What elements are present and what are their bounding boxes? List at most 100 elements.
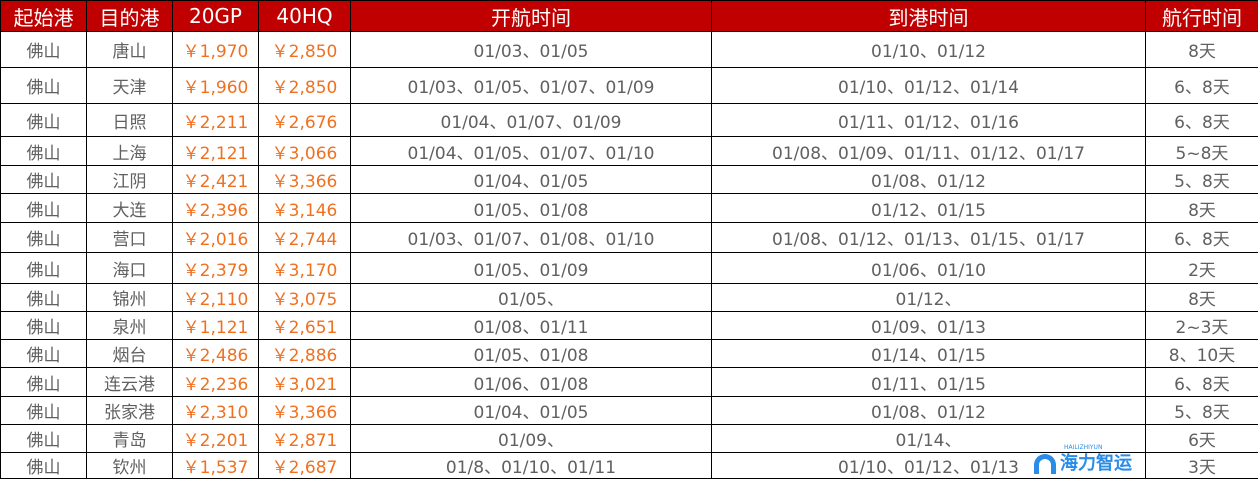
origin-cell: 佛山 [1, 368, 87, 397]
price-40hq-cell: ￥2,871 [259, 425, 351, 453]
price-20gp-cell: ￥1,537 [173, 453, 259, 479]
arrival-dates-cell: 01/08、01/12、01/13、01/15、01/17 [712, 223, 1146, 253]
origin-cell: 佛山 [1, 312, 87, 340]
price-20gp-cell: ￥2,016 [173, 223, 259, 253]
price-20gp-cell: ￥2,110 [173, 284, 259, 312]
price-20gp-cell: ￥2,310 [173, 397, 259, 425]
destination-cell: 江阴 [87, 166, 173, 194]
transit-time-cell: 8、10天 [1146, 340, 1258, 368]
price-20gp-cell: ￥2,396 [173, 194, 259, 223]
departure-dates-cell: 01/08、01/11 [351, 312, 712, 340]
arrival-dates-cell: 01/12、 [712, 284, 1146, 312]
price-20gp-cell: ￥2,236 [173, 368, 259, 397]
header-20gp: 20GP [173, 1, 259, 32]
arrival-dates-cell: 01/12、01/15 [712, 194, 1146, 223]
destination-cell: 上海 [87, 137, 173, 166]
price-20gp-cell: ￥1,960 [173, 68, 259, 104]
header-40hq: 40HQ [259, 1, 351, 32]
company-logo: HAILIZHIYUN 海力智运 [1034, 452, 1132, 476]
arrival-dates-cell: 01/09、01/13 [712, 312, 1146, 340]
departure-dates-cell: 01/05、 [351, 284, 712, 312]
destination-cell: 连云港 [87, 368, 173, 397]
arrival-dates-cell: 01/08、01/12 [712, 397, 1146, 425]
origin-cell: 佛山 [1, 453, 87, 479]
origin-cell: 佛山 [1, 137, 87, 166]
origin-cell: 佛山 [1, 284, 87, 312]
transit-time-cell: 5、8天 [1146, 166, 1258, 194]
price-20gp-cell: ￥2,421 [173, 166, 259, 194]
destination-cell: 大连 [87, 194, 173, 223]
transit-time-cell: 8天 [1146, 194, 1258, 223]
price-40hq-cell: ￥3,146 [259, 194, 351, 223]
arrival-dates-cell: 01/11、01/15 [712, 368, 1146, 397]
destination-cell: 张家港 [87, 397, 173, 425]
departure-dates-cell: 01/8、01/10、01/11 [351, 453, 712, 479]
departure-dates-cell: 01/04、01/05 [351, 166, 712, 194]
departure-dates-cell: 01/03、01/05 [351, 32, 712, 68]
price-40hq-cell: ￥2,886 [259, 340, 351, 368]
departure-dates-cell: 01/09、 [351, 425, 712, 453]
departure-dates-cell: 01/03、01/05、01/07、01/09 [351, 68, 712, 104]
price-40hq-cell: ￥3,366 [259, 397, 351, 425]
transit-time-cell: 3天 [1146, 453, 1258, 479]
origin-cell: 佛山 [1, 253, 87, 284]
arrival-dates-cell: 01/06、01/10 [712, 253, 1146, 284]
price-40hq-cell: ￥3,366 [259, 166, 351, 194]
origin-cell: 佛山 [1, 32, 87, 68]
departure-dates-cell: 01/03、01/07、01/08、01/10 [351, 223, 712, 253]
destination-cell: 海口 [87, 253, 173, 284]
origin-cell: 佛山 [1, 425, 87, 453]
price-40hq-cell: ￥2,676 [259, 104, 351, 137]
price-20gp-cell: ￥1,970 [173, 32, 259, 68]
price-40hq-cell: ￥2,850 [259, 32, 351, 68]
header-transit: 航行时间 [1146, 1, 1258, 32]
origin-cell: 佛山 [1, 194, 87, 223]
price-20gp-cell: ￥2,201 [173, 425, 259, 453]
destination-cell: 锦州 [87, 284, 173, 312]
arrival-dates-cell: 01/08、01/09、01/11、01/12、01/17 [712, 137, 1146, 166]
logo-mark-icon [1034, 454, 1056, 474]
arrival-dates-cell: 01/11、01/12、01/16 [712, 104, 1146, 137]
transit-time-cell: 6天 [1146, 425, 1258, 453]
price-40hq-cell: ￥2,651 [259, 312, 351, 340]
price-40hq-cell: ￥3,021 [259, 368, 351, 397]
destination-cell: 钦州 [87, 453, 173, 479]
origin-cell: 佛山 [1, 104, 87, 137]
header-destination: 目的港 [87, 1, 173, 32]
price-40hq-cell: ￥2,850 [259, 68, 351, 104]
header-origin: 起始港 [1, 1, 87, 32]
transit-time-cell: 5~8天 [1146, 137, 1258, 166]
logo-text: 海力智运 [1060, 454, 1132, 474]
price-20gp-cell: ￥2,121 [173, 137, 259, 166]
arrival-dates-cell: 01/10、01/12、01/14 [712, 68, 1146, 104]
arrival-dates-cell: 01/10、01/12 [712, 32, 1146, 68]
destination-cell: 唐山 [87, 32, 173, 68]
transit-time-cell: 6、8天 [1146, 368, 1258, 397]
price-20gp-cell: ￥2,486 [173, 340, 259, 368]
departure-dates-cell: 01/05、01/09 [351, 253, 712, 284]
transit-time-cell: 6、8天 [1146, 223, 1258, 253]
transit-time-cell: 8天 [1146, 32, 1258, 68]
origin-cell: 佛山 [1, 340, 87, 368]
header-row: 起始港 目的港 20GP 40HQ 开航时间 到港时间 航行时间 [1, 1, 1258, 32]
departure-dates-cell: 01/04、01/05、01/07、01/10 [351, 137, 712, 166]
departure-dates-cell: 01/05、01/08 [351, 340, 712, 368]
destination-cell: 营口 [87, 223, 173, 253]
price-40hq-cell: ￥3,170 [259, 253, 351, 284]
departure-dates-cell: 01/06、01/08 [351, 368, 712, 397]
destination-cell: 天津 [87, 68, 173, 104]
transit-time-cell: 5、8天 [1146, 397, 1258, 425]
transit-time-cell: 8天 [1146, 284, 1258, 312]
